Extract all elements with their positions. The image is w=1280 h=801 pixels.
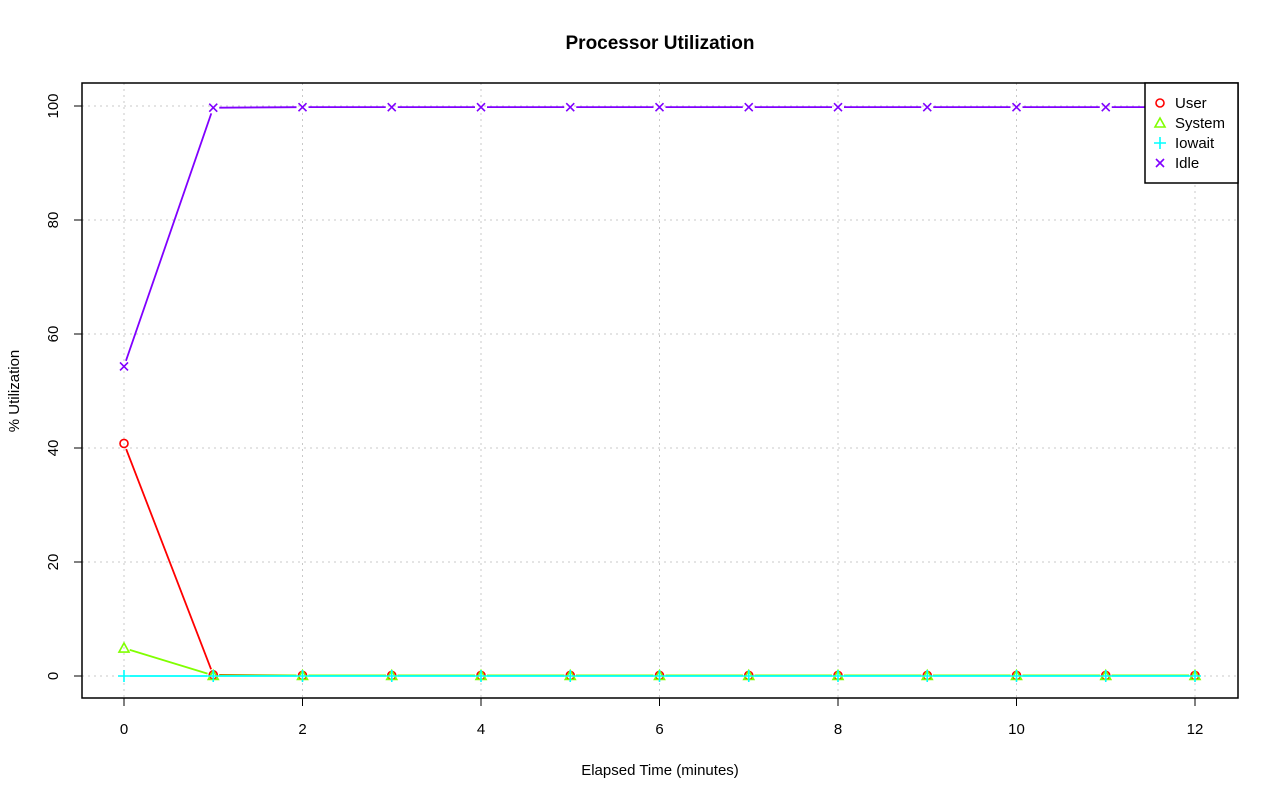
series-user <box>119 438 1200 681</box>
series-line-segment <box>125 448 212 670</box>
data-point-idle <box>119 361 129 372</box>
x-tick-label: 0 <box>120 721 128 738</box>
axes: 0 2 4 6 8 10 12 0 20 40 60 80 100 <box>45 93 1203 738</box>
legend-label: Iowait <box>1175 135 1215 152</box>
data-point-iowait <box>207 670 220 682</box>
data-point-iowait <box>832 670 844 682</box>
legend: User System Iowait Idle <box>1144 82 1239 184</box>
legend-item-iowait: Iowait <box>1154 135 1215 152</box>
data-point-idle <box>922 102 932 112</box>
legend-item-idle: Idle <box>1155 155 1199 172</box>
data-point-iowait <box>1010 670 1023 682</box>
x-tick-label: 4 <box>477 721 485 738</box>
data-point-idle <box>476 102 486 112</box>
data-point-idle <box>208 103 218 113</box>
y-tick-label: 80 <box>45 212 62 229</box>
legend-marker <box>1155 158 1165 168</box>
y-tick-label: 40 <box>45 440 62 457</box>
grid <box>82 83 1238 698</box>
data-point-iowait <box>564 670 577 682</box>
legend-label: User <box>1175 95 1207 112</box>
data-point-iowait <box>118 670 130 682</box>
data-series <box>117 102 1202 682</box>
x-axis-label: Elapsed Time (minutes) <box>581 762 739 779</box>
legend-item-system: System <box>1153 115 1225 132</box>
data-point-iowait <box>296 670 309 682</box>
data-point-iowait <box>653 670 666 682</box>
legend-marker <box>1155 98 1165 108</box>
data-point-iowait <box>742 670 755 682</box>
data-point-iowait <box>1189 670 1201 682</box>
data-point-idle <box>1011 102 1022 112</box>
chart-title: Processor Utilization <box>566 33 755 54</box>
y-tick-label: 100 <box>45 93 62 118</box>
data-point-idle <box>654 102 665 112</box>
x-tick-label: 6 <box>655 721 663 738</box>
data-point-idle <box>565 102 575 112</box>
data-point-idle <box>833 102 843 112</box>
y-tick-label: 60 <box>45 326 62 343</box>
data-point-iowait <box>475 670 487 682</box>
data-point-iowait <box>1099 670 1112 682</box>
y-axis-label: % Utilization <box>6 350 23 433</box>
x-tick-label: 12 <box>1187 721 1204 738</box>
legend-item-user: User <box>1155 95 1207 112</box>
legend-label: Idle <box>1175 155 1199 172</box>
x-tick-label: 10 <box>1008 721 1025 738</box>
x-tick-label: 8 <box>834 721 842 738</box>
data-point-user <box>119 438 129 449</box>
plot-frame <box>81 82 1239 699</box>
y-tick-label: 20 <box>45 554 62 571</box>
legend-label: System <box>1175 115 1225 132</box>
data-point-idle <box>744 102 754 112</box>
data-point-idle <box>1101 102 1111 112</box>
legend-marker <box>1154 137 1166 149</box>
y-tick-label: 0 <box>45 672 62 680</box>
series-iowait <box>118 670 1201 682</box>
data-point-system <box>117 641 131 653</box>
series-line-segment <box>125 113 213 362</box>
data-point-iowait <box>385 670 398 682</box>
legend-marker <box>1153 116 1167 128</box>
data-point-idle <box>297 102 308 112</box>
x-tick-label: 2 <box>298 721 306 738</box>
data-point-idle <box>387 102 397 112</box>
data-point-iowait <box>921 670 934 682</box>
series-line-segment <box>129 648 208 675</box>
